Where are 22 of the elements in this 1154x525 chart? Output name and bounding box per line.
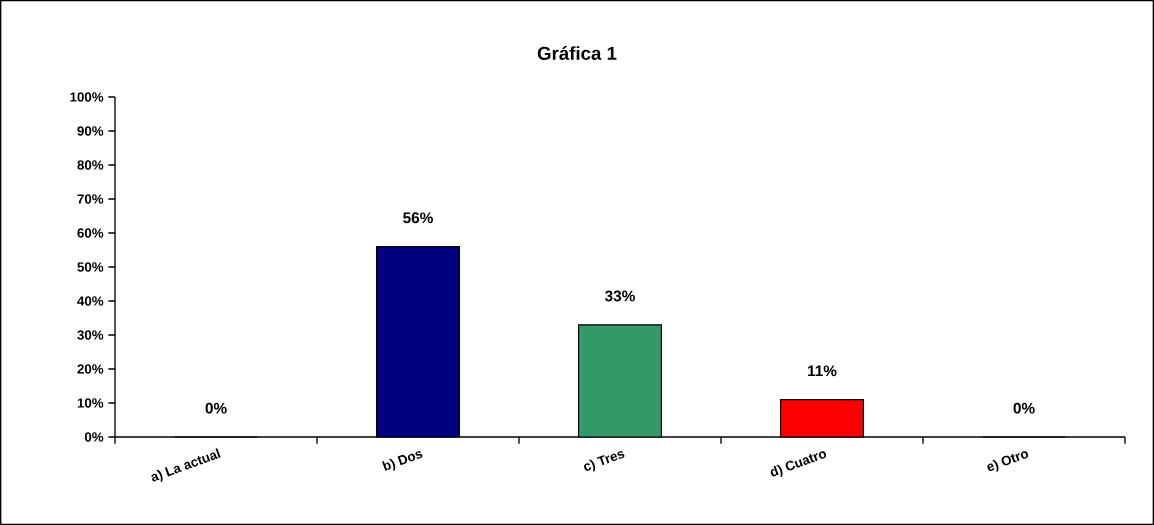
x-tick-label: b) Dos — [382, 451, 423, 471]
y-tick-label: 60% — [77, 228, 104, 238]
data-label: 0% — [205, 402, 227, 414]
x-tick-label: c) Tres — [584, 451, 625, 472]
y-tick-label: 70% — [77, 194, 104, 204]
data-label: 56% — [403, 212, 433, 224]
data-label: 33% — [605, 290, 635, 302]
y-tick-label: 100% — [70, 92, 104, 102]
y-tick-label: 80% — [77, 160, 104, 170]
data-label: 11% — [808, 365, 837, 377]
y-tick-label: 50% — [77, 262, 104, 272]
y-tick-label: 10% — [77, 398, 104, 408]
x-tick-label: e) Otro — [987, 451, 1029, 472]
data-label: 0% — [1013, 402, 1035, 414]
y-tick-label: 40% — [77, 296, 104, 306]
chart-title: Gráfica 1 — [537, 46, 617, 60]
x-tick-label: d) Cuatro — [770, 451, 827, 478]
y-tick-label: 30% — [77, 330, 104, 340]
y-tick-label: 20% — [77, 364, 104, 374]
y-tick-label: 0% — [84, 432, 104, 442]
x-tick-label: a) La actual — [151, 448, 221, 483]
y-tick-label: 90% — [77, 126, 104, 136]
